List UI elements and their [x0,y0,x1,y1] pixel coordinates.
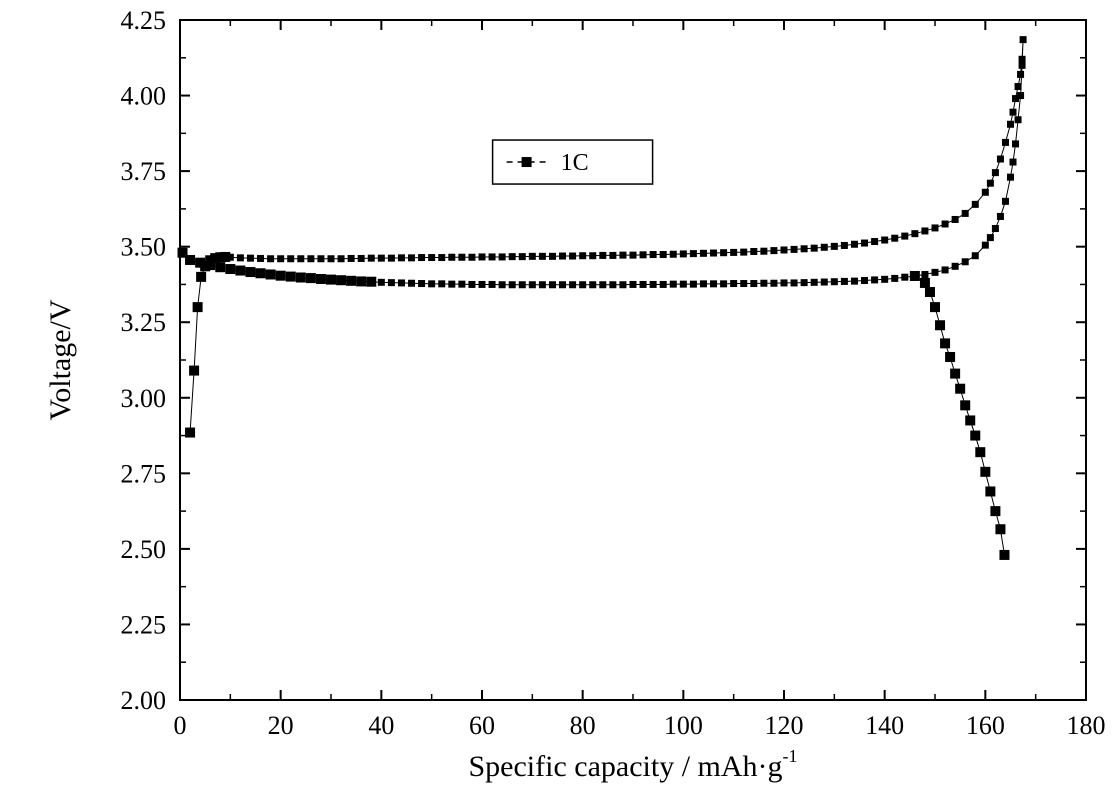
svg-text:4.00: 4.00 [121,82,167,111]
svg-text:120: 120 [765,711,804,740]
svg-text:0: 0 [174,711,187,740]
chart-svg: 0 20 40 60 80 100 120 140 160 180 2.00 2.25 2.50 2.75… [0,0,1116,811]
svg-text:40: 40 [368,711,394,740]
svg-text:1C: 1C [561,150,589,176]
svg-text:Specific capacity / mAh·g-1: Specific capacity / mAh·g-1 [468,746,797,783]
svg-text:80: 80 [570,711,596,740]
voltage-capacity-chart: 0 20 40 60 80 100 120 140 160 180 2.00 2.25 2.50 2.75… [0,0,1116,811]
svg-text:2.75: 2.75 [121,459,167,488]
svg-text:3.00: 3.00 [121,384,167,413]
svg-text:180: 180 [1067,711,1106,740]
svg-text:3.75: 3.75 [121,157,167,186]
svg-text:60: 60 [469,711,495,740]
svg-text:140: 140 [865,711,904,740]
svg-text:4.25: 4.25 [121,6,167,35]
svg-text:3.25: 3.25 [121,308,167,337]
svg-text:2.25: 2.25 [121,610,167,639]
svg-text:2.50: 2.50 [121,535,167,564]
svg-text:160: 160 [966,711,1005,740]
svg-text:2.00: 2.00 [121,686,167,715]
svg-text:20: 20 [268,711,294,740]
svg-text:3.50: 3.50 [121,233,167,262]
svg-text:Voltage/V: Voltage/V [44,299,77,420]
svg-text:100: 100 [664,711,703,740]
